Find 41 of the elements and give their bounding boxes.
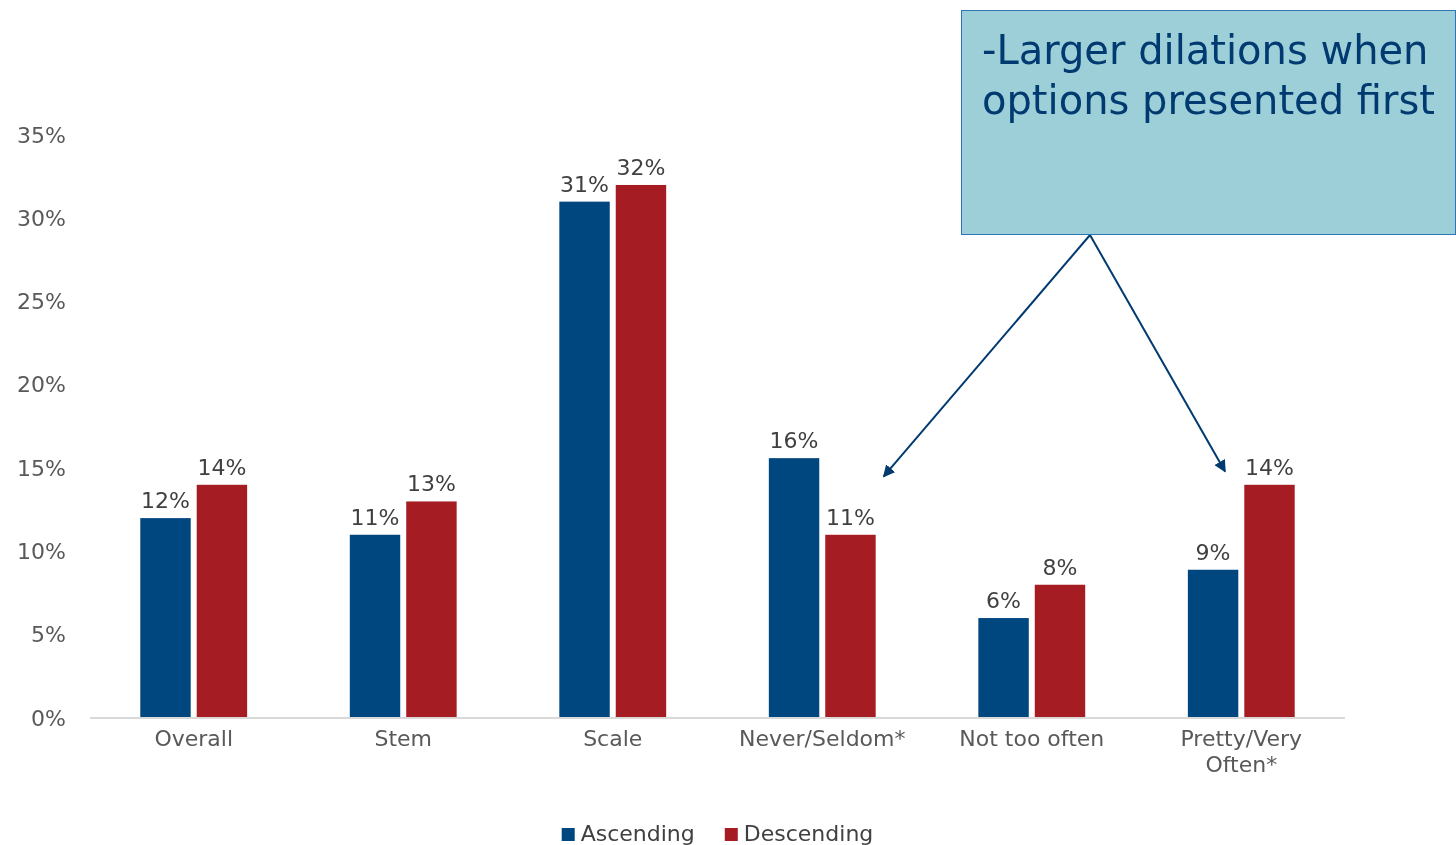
bar [406,501,457,718]
bar [825,534,876,718]
bar [1244,484,1295,718]
y-tick-label: 20% [17,372,66,398]
bar [196,484,248,718]
y-tick-label: 35% [17,122,66,148]
y-tick-label: 0% [31,705,66,731]
data-label: 9% [1195,539,1231,565]
data-label: 31% [560,171,609,197]
data-label: 12% [141,488,190,514]
data-label: 13% [406,471,456,497]
data-label: 8% [1042,554,1078,580]
callout-box: -Larger dilations when options presented first [961,10,1456,235]
x-tick-label: Never/Seldom* [739,725,906,751]
bar [140,518,191,718]
legend-label: Descending [743,821,874,845]
bar [1187,569,1239,718]
data-label: 14% [1245,454,1294,480]
y-tick-label: 25% [17,289,66,315]
x-tick-label: Not too often [959,725,1105,751]
y-tick-label: 30% [17,205,66,231]
bar [615,184,667,718]
bar [1034,584,1086,718]
x-tick-label: Overall [154,725,234,751]
legend-label: Ascending [580,821,695,845]
data-label: 16% [769,428,819,454]
bar [349,534,401,718]
data-label: 32% [616,154,666,180]
y-tick-label: 10% [17,538,66,564]
data-label: 6% [986,588,1022,614]
data-label: 14% [197,454,247,480]
x-tick-label: Pretty/Very Often* [1180,725,1303,778]
bar [559,201,610,718]
x-tick-label: Stem [374,725,433,751]
data-label: 11% [826,504,875,530]
x-tick-label: Scale [583,725,643,751]
bar [978,618,1029,718]
data-label: 11% [350,504,400,530]
y-tick-label: 15% [17,455,66,481]
bar [768,458,820,718]
y-tick-label: 5% [31,622,66,648]
